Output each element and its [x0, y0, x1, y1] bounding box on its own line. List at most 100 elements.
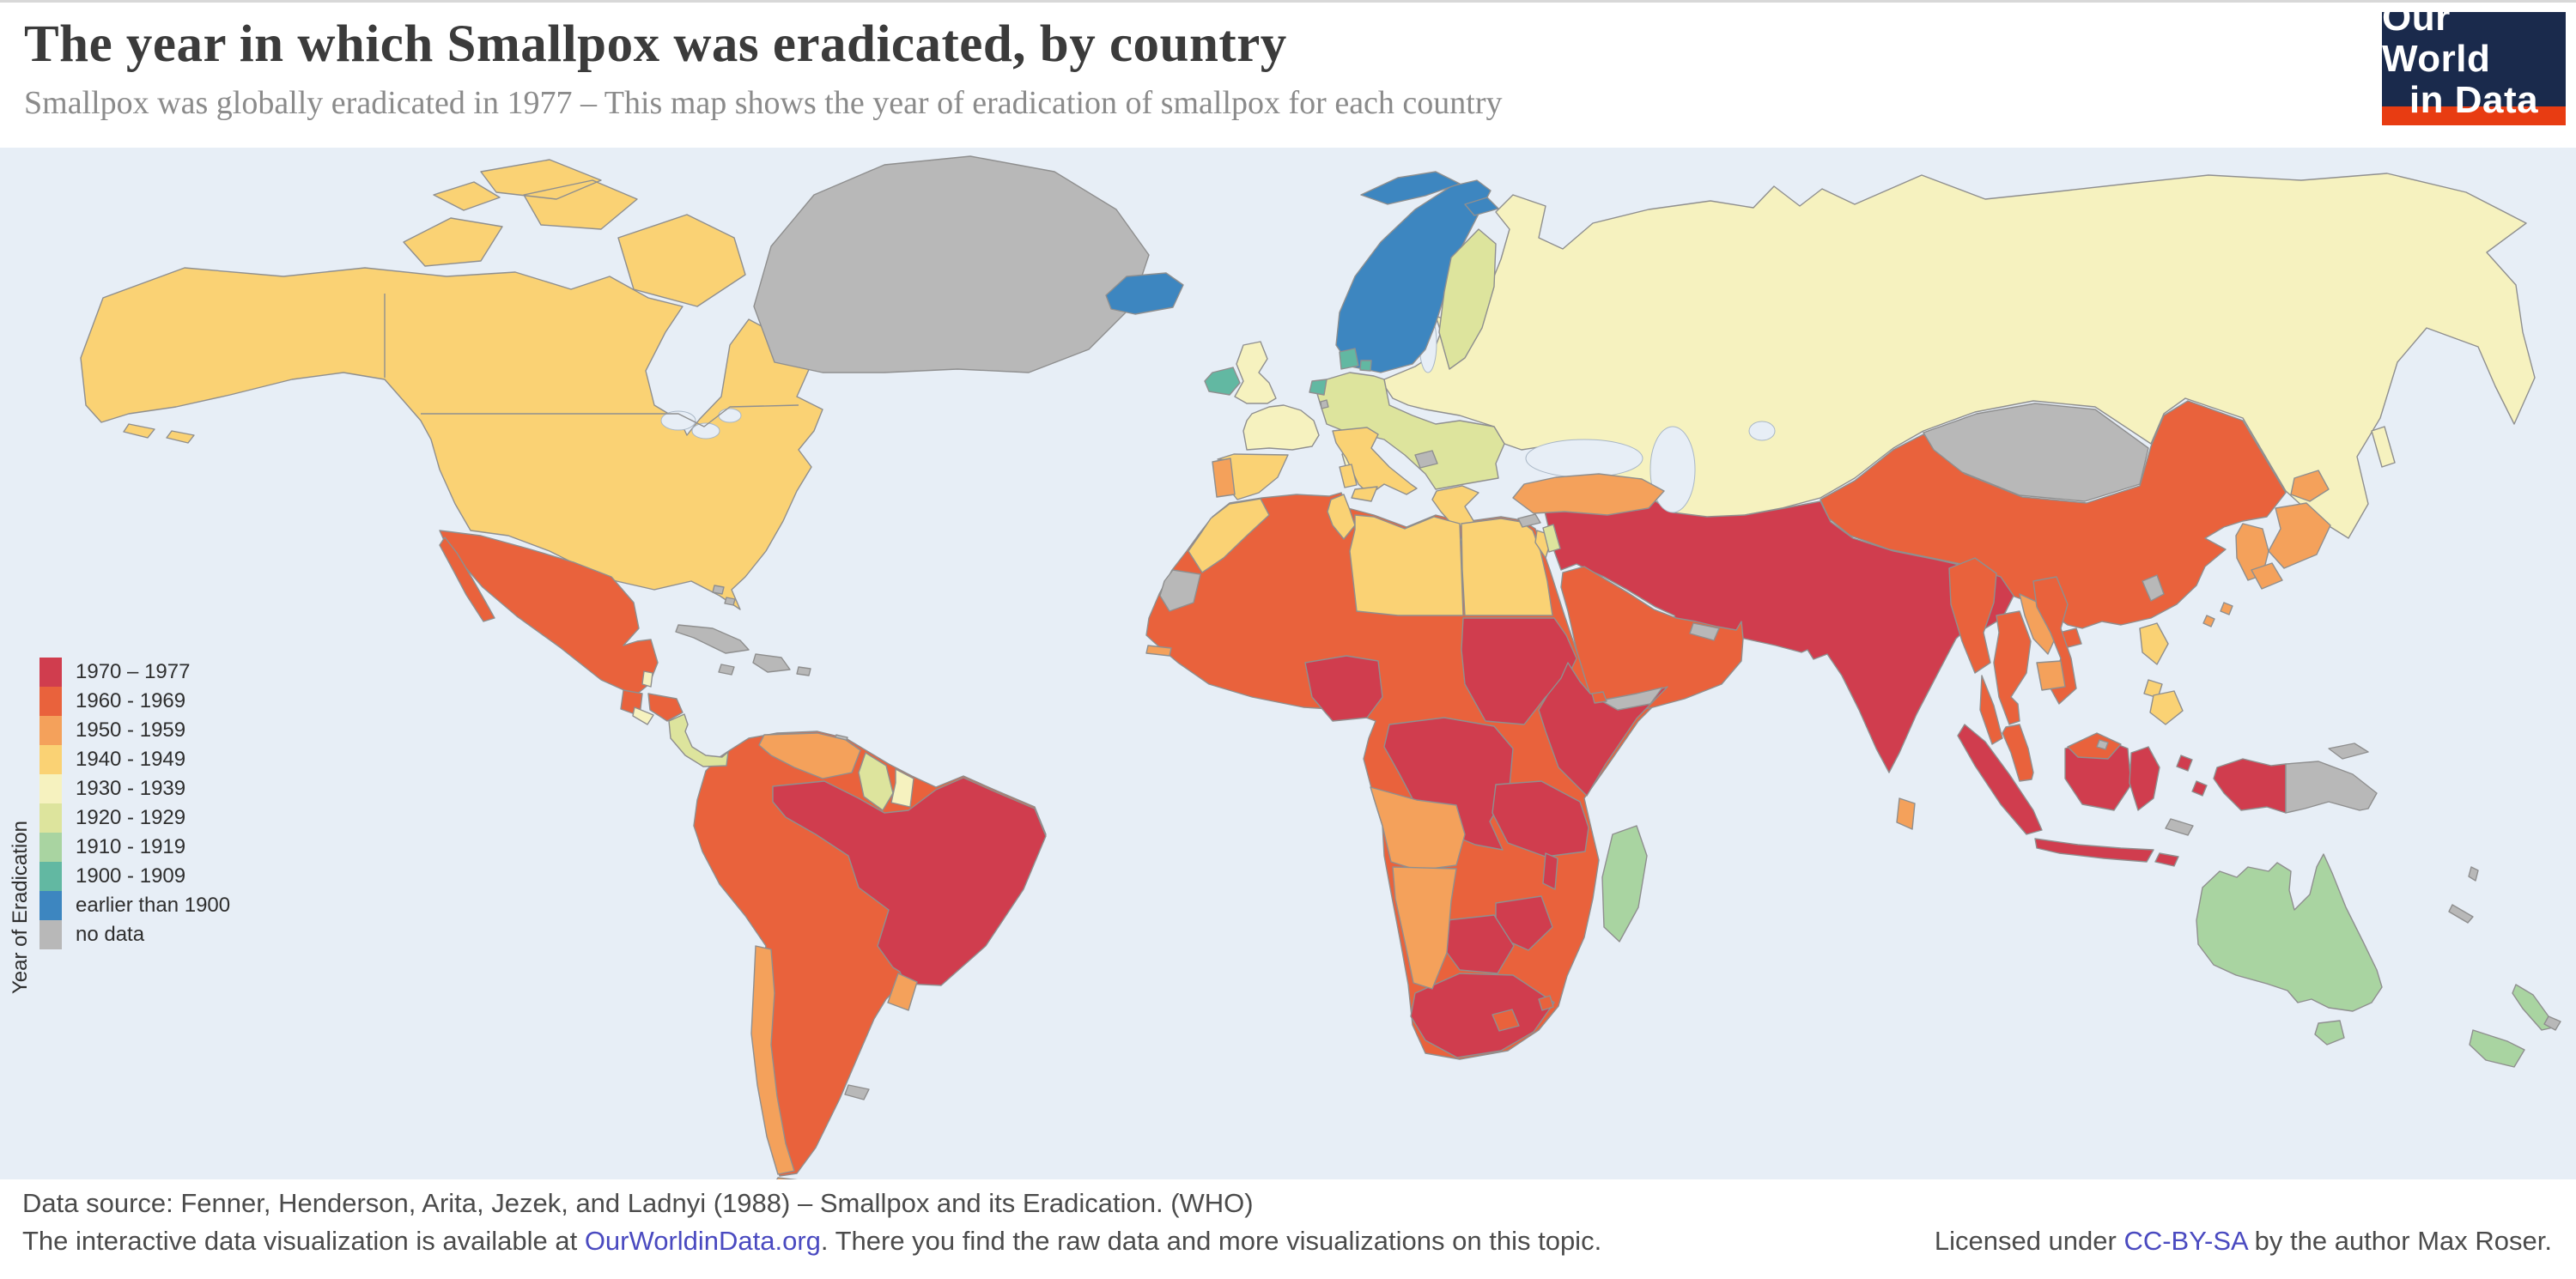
- region-north-america[interactable]: [80, 267, 823, 610]
- region-venezuela[interactable]: [758, 732, 861, 779]
- region-sri-lanka[interactable]: [1896, 797, 1916, 830]
- region-nigeria[interactable]: [1304, 655, 1383, 722]
- region-thailand[interactable]: [1993, 610, 2032, 725]
- region-morocco[interactable]: [1188, 498, 1270, 573]
- region-cuba[interactable]: [675, 624, 750, 654]
- region-eswatini[interactable]: [1538, 995, 1554, 1011]
- region-bahamas[interactable]: [712, 585, 736, 606]
- region-cambodia[interactable]: [2036, 660, 2066, 691]
- region-luxembourg[interactable]: [1320, 399, 1329, 409]
- region-java[interactable]: [2034, 838, 2179, 867]
- region-japan-kyushu[interactable]: [2202, 562, 2283, 627]
- region-sardinia[interactable]: [1339, 464, 1358, 488]
- region-finland[interactable]: [1438, 228, 1497, 370]
- legend-row[interactable]: earlier than 1900: [39, 891, 230, 920]
- region-fiji[interactable]: [2543, 1015, 2561, 1031]
- region-norway-sweden[interactable]: [1335, 179, 1492, 373]
- legend-row[interactable]: 1970 – 1977: [39, 658, 230, 687]
- region-greenland[interactable]: [753, 155, 1150, 373]
- region-india-middle-east[interactable]: [1543, 497, 2014, 773]
- legend-row[interactable]: 1920 - 1929: [39, 803, 230, 833]
- legend-row[interactable]: 1940 - 1949: [39, 745, 230, 774]
- region-mexico[interactable]: [439, 530, 659, 696]
- region-philippines-mindanao[interactable]: [2149, 690, 2184, 725]
- region-tierra-del-fuego[interactable]: [773, 1177, 807, 1179]
- region-vanuatu[interactable]: [2468, 866, 2479, 882]
- owid-logo[interactable]: Our World in Data: [2382, 0, 2566, 125]
- region-ireland[interactable]: [1204, 367, 1241, 396]
- region-canadian-arctic[interactable]: [403, 159, 746, 307]
- region-denmark[interactable]: [1339, 348, 1372, 372]
- region-jamaica[interactable]: [718, 664, 735, 676]
- region-tasmania[interactable]: [2314, 1020, 2345, 1046]
- region-uae-qatar[interactable]: [1689, 622, 1720, 641]
- region-tanzania[interactable]: [1492, 780, 1589, 858]
- region-west-papua[interactable]: [2213, 758, 2287, 814]
- region-svalbard[interactable]: [1360, 171, 1499, 216]
- region-malaysia-borneo[interactable]: [2067, 732, 2122, 760]
- region-falkland-islands[interactable]: [844, 1084, 870, 1100]
- region-honduras[interactable]: [647, 693, 683, 722]
- region-italy[interactable]: [1332, 427, 1418, 495]
- region-lesotho[interactable]: [1492, 1009, 1520, 1032]
- region-malawi[interactable]: [1542, 852, 1558, 890]
- region-djibouti[interactable]: [1591, 691, 1607, 704]
- region-sakhalin[interactable]: [2371, 426, 2396, 468]
- region-somaliland[interactable]: [1600, 687, 1663, 711]
- owid-link[interactable]: OurWorldinData.org: [584, 1226, 821, 1256]
- region-new-caledonia[interactable]: [2448, 904, 2474, 924]
- region-puerto-rico[interactable]: [796, 666, 811, 676]
- region-turkey[interactable]: [1512, 473, 1665, 516]
- region-japan-honshu[interactable]: [2268, 502, 2331, 569]
- region-sicily[interactable]: [1351, 486, 1378, 502]
- legend-row[interactable]: 1950 - 1959: [39, 716, 230, 745]
- region-hispaniola[interactable]: [752, 653, 791, 673]
- region-maluku[interactable]: [2176, 755, 2208, 797]
- region-south-africa[interactable]: [1410, 973, 1555, 1058]
- region-brunei[interactable]: [2096, 739, 2109, 750]
- cc-by-sa-link[interactable]: CC-BY-SA: [2123, 1226, 2248, 1256]
- region-mongolia[interactable]: [1923, 403, 2149, 502]
- region-taiwan[interactable]: [2142, 574, 2165, 602]
- region-montenegro-kosovo[interactable]: [1414, 450, 1438, 469]
- region-arabian-peninsula[interactable]: [1560, 566, 1744, 715]
- region-baja-california[interactable]: [439, 536, 495, 622]
- region-central-europe[interactable]: [1315, 372, 1505, 490]
- legend-row[interactable]: no data: [39, 920, 230, 949]
- region-australia[interactable]: [2196, 853, 2383, 1012]
- region-myanmar[interactable]: [1948, 557, 2003, 745]
- region-tunisia[interactable]: [1327, 494, 1356, 540]
- region-papua-new-guinea[interactable]: [2285, 743, 2378, 814]
- region-japan-hokkaido[interactable]: [2290, 470, 2330, 502]
- region-timor[interactable]: [2165, 818, 2194, 836]
- region-dr-congo[interactable]: [1383, 717, 1514, 851]
- region-uruguay[interactable]: [887, 973, 918, 1011]
- region-el-salvador[interactable]: [632, 706, 654, 725]
- region-netherlands[interactable]: [1309, 379, 1327, 396]
- region-new-zealand-south[interactable]: [2469, 1029, 2525, 1068]
- region-nicaragua-costa-rica-panama[interactable]: [668, 713, 729, 767]
- region-sudan[interactable]: [1461, 617, 1577, 725]
- region-namibia[interactable]: [1392, 866, 1457, 990]
- legend-row[interactable]: 1900 - 1909: [39, 862, 230, 891]
- region-guyana[interactable]: [858, 752, 894, 811]
- region-malaysia-peninsula[interactable]: [2002, 724, 2034, 782]
- legend-row[interactable]: 1930 - 1939: [39, 774, 230, 803]
- region-united-kingdom[interactable]: [1234, 341, 1277, 404]
- region-france[interactable]: [1242, 404, 1320, 451]
- region-iceland[interactable]: [1105, 272, 1184, 315]
- region-suriname[interactable]: [890, 768, 914, 808]
- region-egypt[interactable]: [1461, 518, 1553, 616]
- legend-row[interactable]: 1910 - 1919: [39, 833, 230, 862]
- region-vietnam[interactable]: [2032, 576, 2077, 705]
- region-philippines-luzon[interactable]: [2139, 622, 2169, 665]
- region-madagascar[interactable]: [1601, 825, 1648, 943]
- region-new-zealand-north[interactable]: [2512, 984, 2558, 1031]
- region-portugal[interactable]: [1212, 458, 1236, 498]
- region-belize[interactable]: [641, 670, 653, 688]
- region-israel[interactable]: [1542, 524, 1561, 553]
- legend-row[interactable]: 1960 - 1969: [39, 687, 230, 716]
- region-western-sahara[interactable]: [1159, 569, 1201, 612]
- region-cyprus[interactable]: [1517, 513, 1541, 528]
- region-libya[interactable]: [1349, 514, 1464, 616]
